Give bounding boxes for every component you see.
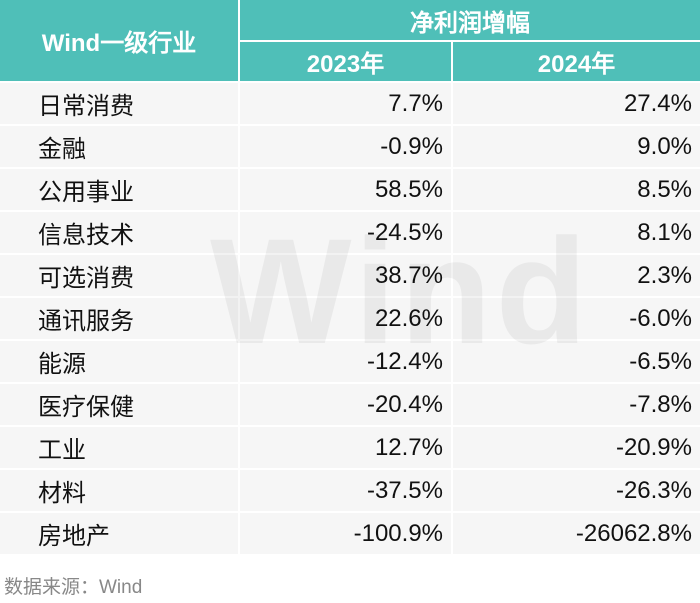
value-cell: -0.9%: [240, 126, 451, 167]
industry-cell: 通讯服务: [0, 298, 238, 339]
industry-cell: 公用事业: [0, 169, 238, 210]
watermark: Wind: [210, 207, 592, 375]
header-industry: Wind一级行业: [0, 0, 238, 81]
industry-cell: 工业: [0, 427, 238, 468]
header-year: 2024年: [453, 42, 700, 81]
value-cell: 8.1%: [453, 212, 700, 253]
value-cell: -37.5%: [240, 470, 451, 511]
value-cell: -100.9%: [240, 513, 451, 554]
value-cell: -26062.8%: [453, 513, 700, 554]
value-cell: -26.3%: [453, 470, 700, 511]
value-cell: 27.4%: [453, 83, 700, 124]
header-year: 2023年: [240, 42, 451, 81]
value-cell: 7.7%: [240, 83, 451, 124]
industry-cell: 可选消费: [0, 255, 238, 296]
value-cell: -12.4%: [240, 341, 451, 382]
value-cell: -7.8%: [453, 384, 700, 425]
source-note: 数据来源：Wind: [4, 577, 143, 598]
value-cell: 2.3%: [453, 255, 700, 296]
industry-cell: 能源: [0, 341, 238, 382]
industry-cell: 医疗保健: [0, 384, 238, 425]
industry-cell: 信息技术: [0, 212, 238, 253]
value-cell: 12.7%: [240, 427, 451, 468]
industry-cell: 金融: [0, 126, 238, 167]
industry-cell: 材料: [0, 470, 238, 511]
value-cell: 9.0%: [453, 126, 700, 167]
industry-cell: 房地产: [0, 513, 238, 554]
industry-cell: 日常消费: [0, 83, 238, 124]
header-metric: 净利润增幅: [240, 0, 700, 40]
value-cell: -6.5%: [453, 341, 700, 382]
value-cell: 38.7%: [240, 255, 451, 296]
value-cell: -24.5%: [240, 212, 451, 253]
value-cell: -20.9%: [453, 427, 700, 468]
value-cell: -20.4%: [240, 384, 451, 425]
value-cell: -6.0%: [453, 298, 700, 339]
value-cell: 22.6%: [240, 298, 451, 339]
value-cell: 8.5%: [453, 169, 700, 210]
value-cell: 58.5%: [240, 169, 451, 210]
